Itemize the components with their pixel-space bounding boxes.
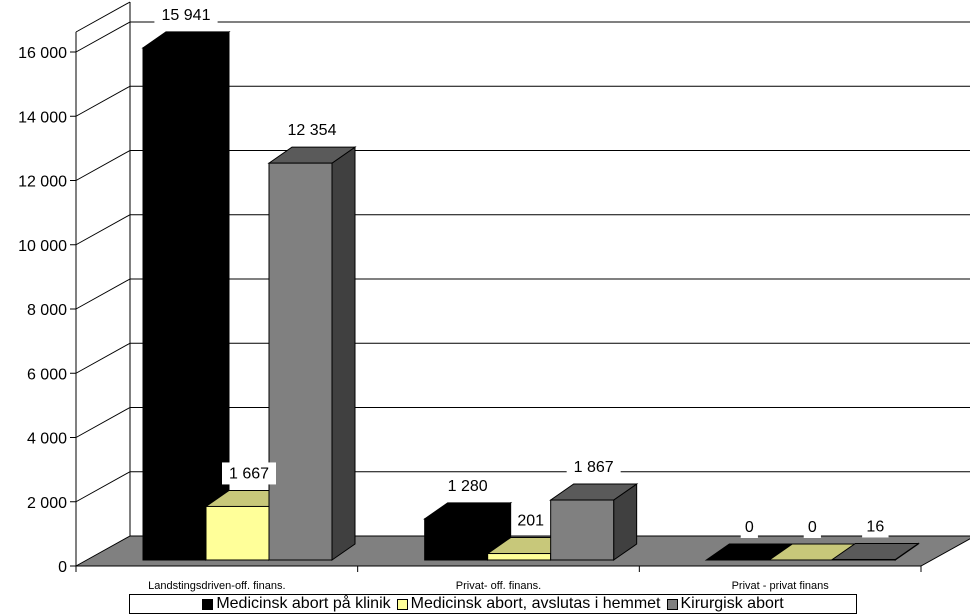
legend-item: Medicinsk abort på klinik: [202, 595, 391, 613]
gridline: [75, 150, 970, 181]
bar-side: [331, 146, 356, 561]
gridline: [75, 214, 970, 246]
y-tick-label: 6 000: [27, 366, 67, 383]
bar-front: [487, 553, 552, 561]
legend-label-0: Medicinsk abort på klinik: [216, 595, 391, 612]
data-label-bg: [222, 462, 276, 485]
data-label: 12 354: [288, 122, 337, 139]
bar-front: [205, 505, 270, 561]
legend-item: Medicinsk abort, avslutas i hemmet: [396, 595, 661, 613]
data-label-bg: [566, 456, 621, 479]
y-tick-label: 14 000: [18, 109, 67, 126]
bar-front: [142, 47, 207, 561]
bar: [830, 542, 920, 561]
bar-front: [268, 162, 333, 561]
data-label: 0: [745, 519, 754, 536]
data-label: 1 867: [574, 459, 614, 476]
y-tick-label: 2 000: [27, 495, 67, 512]
data-label: 201: [517, 513, 544, 530]
data-label-bg: [280, 119, 344, 142]
bars: [141, 30, 920, 561]
data-label-bg: [862, 515, 889, 538]
bar-front: [831, 558, 896, 561]
legend-swatch-2: [666, 598, 678, 610]
y-tick-label: 16 000: [18, 45, 67, 62]
x-tick-label: Privat- off. finans.: [456, 580, 541, 592]
data-label: 1 280: [448, 478, 488, 495]
data-label: 16: [866, 518, 884, 535]
data-label-bg: [512, 509, 549, 532]
bar: [423, 501, 513, 561]
bar: [267, 146, 357, 561]
gridline: [75, 85, 970, 117]
x-tick-label: Landstingsdriven-off. finans.: [148, 580, 285, 592]
data-labels: 15 941 1 667 12 354 1 280 201 1 867 0 0 16: [154, 3, 889, 538]
legend-label-2: Kirurgisk abort: [680, 595, 784, 612]
gridline: [75, 471, 970, 503]
legend-swatch-1: [396, 598, 408, 610]
legend: Medicinsk abort på klinik Medicinsk abor…: [129, 594, 857, 614]
data-label-bg: [440, 474, 495, 497]
data-label-bg: [803, 516, 821, 538]
data-label-bg: [154, 3, 218, 26]
legend-label-1: Medicinsk abort, avslutas i hemmet: [410, 595, 661, 612]
gridline: [75, 21, 970, 53]
legend-item: Kirurgisk abort: [666, 595, 784, 613]
x-tick-label: Privat - privat finans: [732, 580, 830, 592]
data-label-bg: [740, 516, 758, 538]
y-tick-label: 4 000: [27, 431, 67, 448]
wall-top-edge: [75, 1, 131, 33]
data-label: 0: [808, 519, 817, 536]
gridline: [75, 278, 970, 310]
bar-front: [550, 499, 615, 561]
back-wall: [130, 2, 970, 536]
gridlines: [75, 21, 970, 503]
gridline: [75, 342, 970, 374]
bar: [549, 483, 639, 561]
bar-front: [424, 518, 489, 561]
axes: 0 2 000 4 000 6 000 8 000 10 000 12 000 14 000 1…: [18, 45, 922, 592]
data-label: 1 667: [229, 465, 269, 482]
bar: [141, 30, 231, 561]
y-tick-label: 10 000: [18, 238, 67, 255]
y-tick-label: 0: [58, 559, 67, 576]
y-tick-label: 12 000: [18, 174, 67, 191]
gridline: [75, 407, 970, 438]
data-label: 15 941: [162, 7, 211, 24]
legend-swatch-0: [202, 598, 214, 610]
y-tick-label: 8 000: [27, 302, 67, 319]
